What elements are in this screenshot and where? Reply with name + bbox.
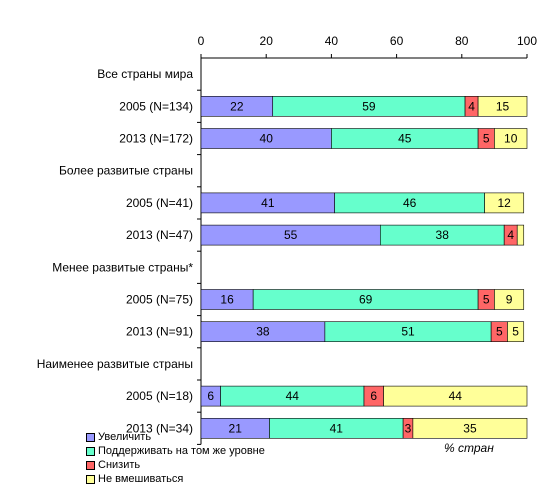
unit-label: % стран (444, 441, 494, 455)
data-label: 5 (496, 325, 503, 339)
data-label: 51 (401, 325, 415, 339)
bar-label: 2013 (N=34) (126, 421, 193, 435)
data-label: 44 (449, 389, 463, 403)
legend-item-increase: Увеличить (86, 430, 265, 444)
x-tick-label: 60 (390, 34, 404, 48)
legend: Увеличить Поддерживать на том же уровне … (86, 430, 265, 486)
bar-segment (383, 385, 528, 407)
legend-label: Не вмешиваться (98, 473, 184, 485)
data-label: 22 (230, 99, 244, 113)
legend-label: Поддерживать на том же уровне (98, 445, 265, 457)
data-label: 41 (330, 421, 344, 435)
data-label: 4 (468, 99, 475, 113)
data-label: 55 (284, 228, 298, 242)
data-label: 38 (436, 228, 450, 242)
bar-segment (507, 321, 525, 343)
bar-segment (412, 417, 528, 439)
bar-segment (494, 128, 528, 149)
legend-label: Увеличить (98, 431, 152, 443)
bar-segment (494, 289, 525, 310)
bar-segment (484, 192, 525, 214)
bar-label: 2005 (N=18) (126, 389, 193, 403)
data-label: 44 (286, 389, 300, 403)
data-label: 16 (220, 293, 234, 307)
data-label: 35 (463, 421, 477, 435)
legend-item-maintain: Поддерживать на том же уровне (86, 444, 265, 458)
data-label: 59 (362, 99, 376, 113)
x-tick-label: 100 (517, 34, 537, 48)
data-label: 5 (512, 325, 519, 339)
data-label: 41 (261, 196, 275, 210)
x-tick-label: 40 (325, 34, 339, 48)
data-label: 21 (229, 421, 243, 435)
data-label: 69 (359, 293, 373, 307)
data-label: 6 (370, 389, 377, 403)
legend-item-no-intervention: Не вмешиваться (86, 472, 265, 486)
data-label: 4 (507, 228, 514, 242)
bar-label: 2005 (N=41) (126, 196, 193, 210)
legend-label: Снизить (98, 459, 141, 471)
data-label: 5 (483, 293, 490, 307)
x-tick-label: 80 (455, 34, 469, 48)
data-label: 9 (506, 293, 513, 307)
bar-segment (477, 96, 528, 117)
bar-label: 2013 (N=47) (126, 228, 193, 242)
data-label: 15 (496, 99, 510, 113)
bar-label: 2013 (N=91) (126, 325, 193, 339)
data-label: 46 (403, 196, 417, 210)
legend-swatch (86, 432, 95, 442)
bar-label: 2005 (N=75) (126, 293, 193, 307)
group-label: Все страны мира (97, 67, 193, 81)
bar-label: 2013 (N=172) (119, 132, 193, 146)
legend-swatch (86, 446, 95, 456)
group-label: Более развитые страны (59, 164, 193, 178)
data-label: 10 (504, 132, 518, 146)
data-label: 6 (207, 389, 214, 403)
legend-swatch (86, 460, 95, 470)
bar-label: 2005 (N=134) (119, 99, 193, 113)
group-label: Менее развитые страны* (52, 260, 193, 274)
legend-swatch (86, 474, 95, 484)
data-label: 45 (398, 132, 412, 146)
x-tick-label: 20 (260, 34, 274, 48)
x-tick-label: 0 (198, 34, 205, 48)
legend-item-reduce: Снизить (86, 458, 265, 472)
data-label: 40 (260, 132, 274, 146)
data-label: 3 (405, 421, 412, 435)
data-label: 38 (256, 325, 270, 339)
group-label: Наименее развитые страны (37, 357, 193, 371)
bar-segment (516, 224, 525, 246)
data-label: 5 (483, 132, 490, 146)
data-label: 12 (498, 196, 512, 210)
